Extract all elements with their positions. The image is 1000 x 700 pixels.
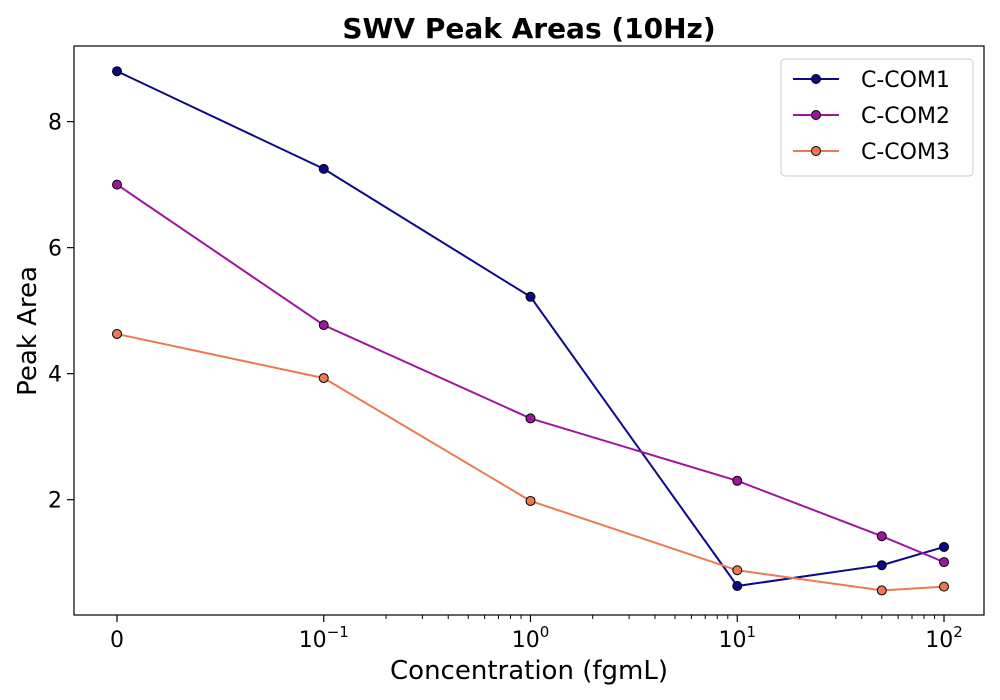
data-point-c-com3 bbox=[525, 495, 536, 506]
y-tick-label: 4 bbox=[48, 363, 62, 388]
series-line-c-com3 bbox=[116, 333, 945, 592]
legend-box bbox=[780, 58, 974, 177]
x-tick-label: 10−1 bbox=[299, 623, 349, 653]
y-axis-label: Peak Area bbox=[13, 266, 43, 396]
plot-area: 0 10−1 100 101 102 2 4 6 8 bbox=[48, 45, 985, 653]
x-axis-label: Concentration (fgmL) bbox=[390, 656, 668, 686]
legend-entry: C-COM1 bbox=[861, 68, 950, 93]
data-point-c-com1 bbox=[876, 560, 887, 571]
data-point-c-com1 bbox=[939, 541, 949, 552]
x-tick-label: 100 bbox=[512, 623, 550, 653]
legend-marker bbox=[811, 74, 821, 84]
data-point-c-com3 bbox=[876, 585, 887, 596]
legend-entry: C-COM3 bbox=[861, 140, 950, 165]
data-point-c-com3 bbox=[732, 565, 743, 576]
series-line-c-com2 bbox=[116, 183, 945, 564]
y-tick-label: 8 bbox=[48, 111, 62, 136]
data-point-c-com2 bbox=[939, 557, 949, 568]
legend-entry: C-COM2 bbox=[861, 104, 950, 129]
data-point-c-com3 bbox=[318, 373, 329, 384]
data-point-c-com2 bbox=[318, 320, 329, 331]
y-tick-label: 6 bbox=[48, 237, 62, 262]
data-point-c-com2 bbox=[876, 531, 887, 542]
data-point-c-com2 bbox=[112, 179, 122, 190]
legend-marker bbox=[811, 146, 821, 156]
legend-marker bbox=[811, 110, 821, 120]
data-point-c-com2 bbox=[525, 413, 536, 424]
data-point-c-com3 bbox=[939, 581, 949, 592]
legend: C-COM1 C-COM2 C-COM3 bbox=[780, 58, 974, 177]
x-tick-label: 101 bbox=[718, 623, 756, 653]
data-point-c-com1 bbox=[318, 163, 329, 174]
y-tick-label: 2 bbox=[48, 489, 62, 514]
x-tick-label: 102 bbox=[925, 623, 963, 653]
data-point-c-com2 bbox=[732, 475, 743, 486]
data-point-c-com1 bbox=[112, 66, 122, 77]
data-point-c-com1 bbox=[732, 581, 743, 592]
data-point-c-com3 bbox=[112, 328, 122, 339]
x-tick-label: 0 bbox=[110, 628, 124, 653]
data-point-c-com1 bbox=[525, 291, 536, 302]
axes-frame bbox=[73, 45, 985, 616]
chart-title: SWV Peak Areas (10Hz) bbox=[342, 12, 715, 45]
series-line-c-com1 bbox=[116, 70, 945, 588]
